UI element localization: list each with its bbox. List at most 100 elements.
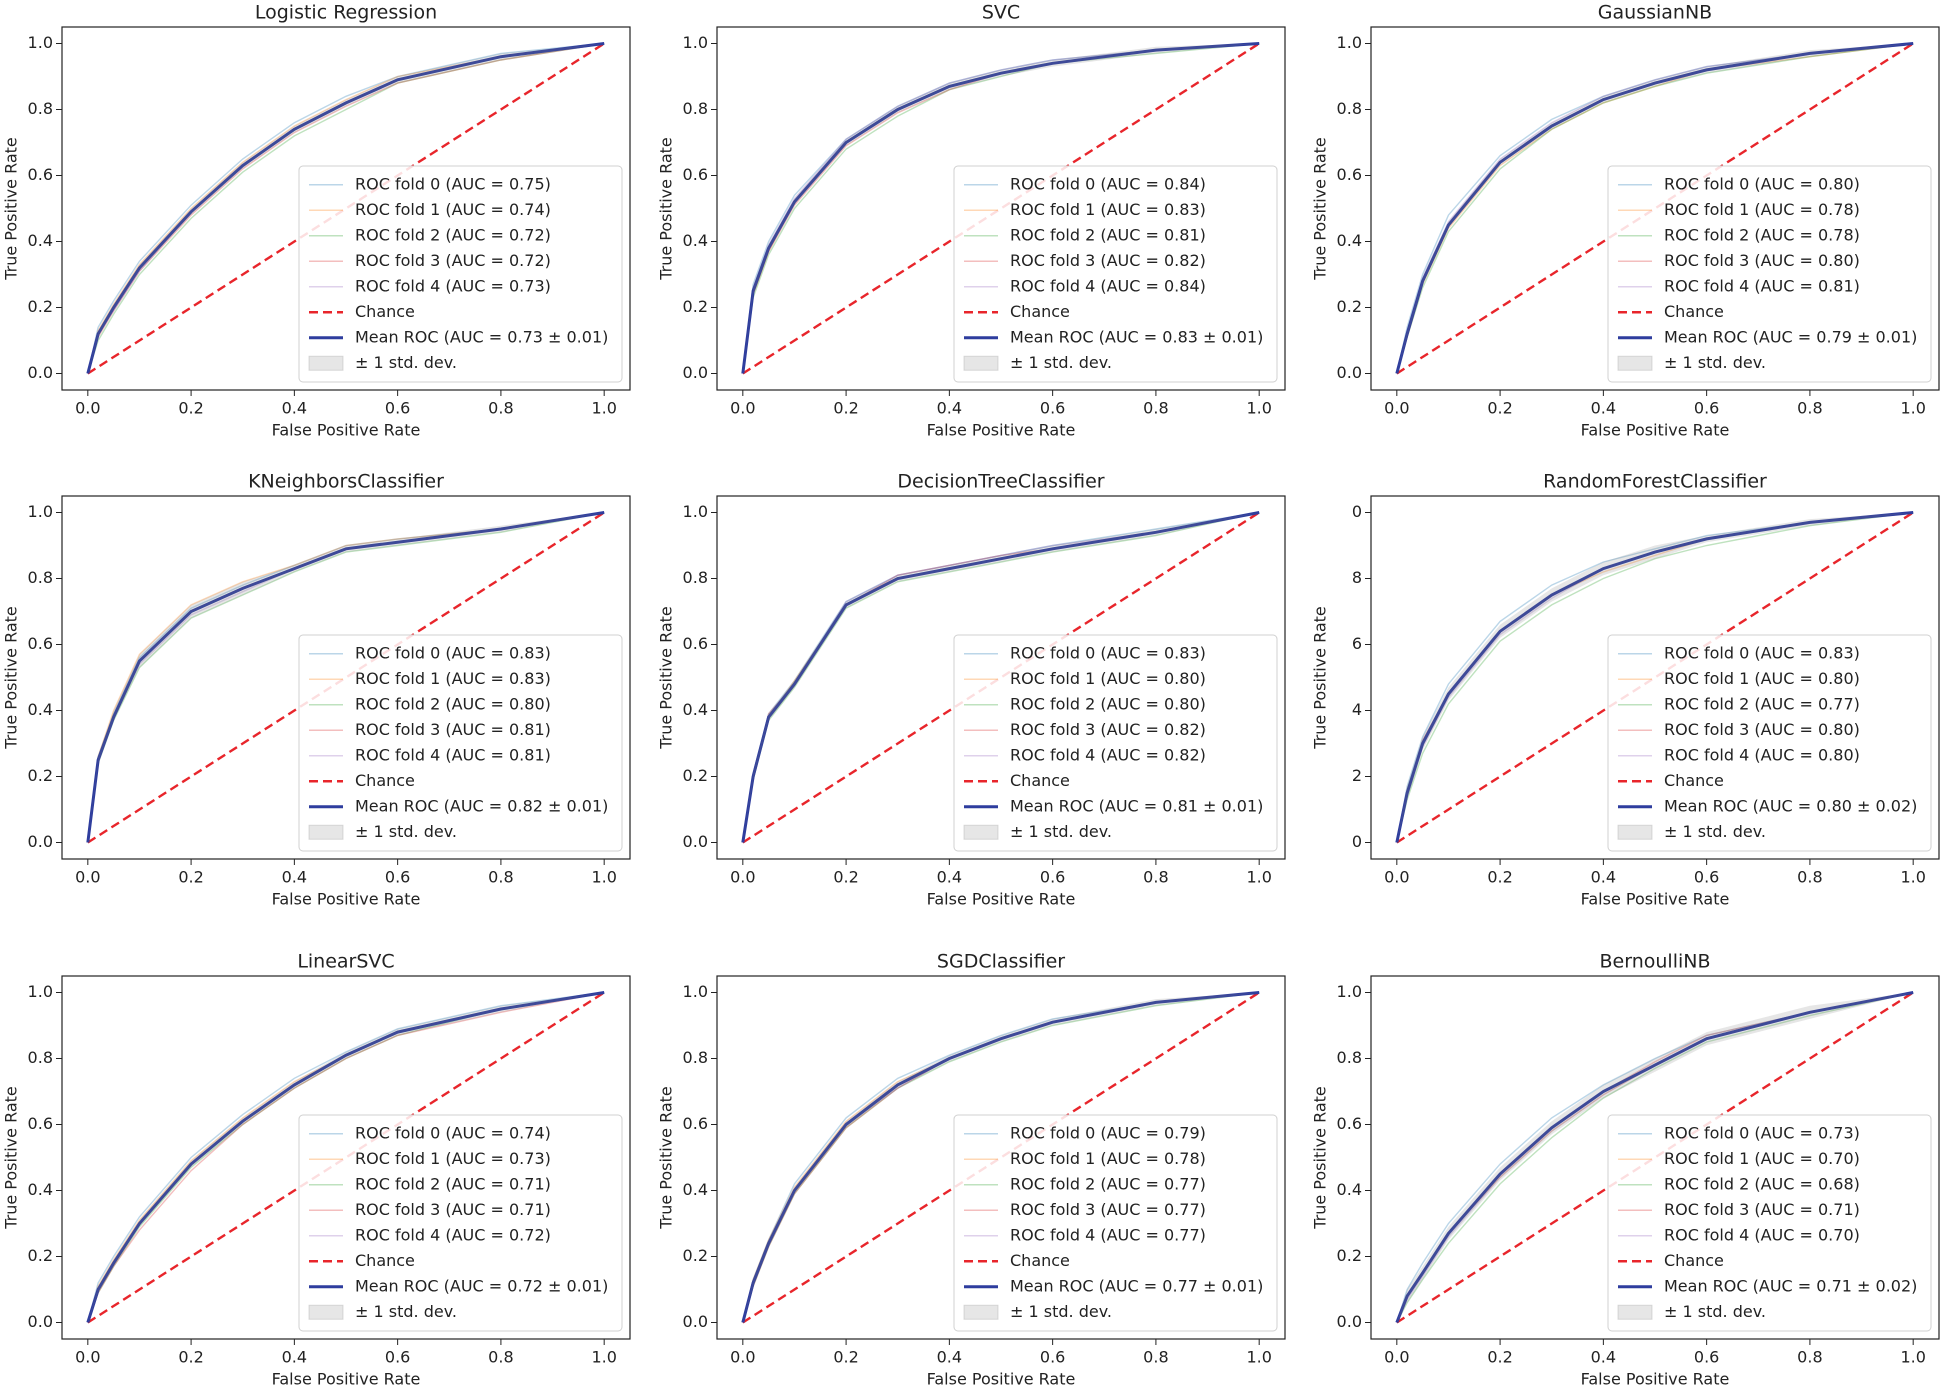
legend-swatch: [1617, 1304, 1653, 1320]
x-tick-label: 0.2: [1487, 1348, 1512, 1367]
y-tick-label: 1.0: [28, 982, 53, 1001]
x-tick-label: 0.2: [178, 399, 203, 418]
legend: ROC fold 0 (AUC = 0.83) ROC fold 1 (AUC =…: [953, 634, 1278, 852]
legend-label: Chance: [355, 771, 415, 790]
subplot: GaussianNB 0.0 0.2 0.4 0.6 0.8 1.0 0.0 0.2 0.4 0.6…: [1311, 2, 1940, 440]
legend: ROC fold 0 (AUC = 0.83) ROC fold 1 (AUC =…: [298, 634, 623, 852]
y-axis-label: True Positive Rate: [2, 606, 21, 750]
y-axis-label: True Positive Rate: [2, 1086, 21, 1230]
x-tick-label: 0.6: [385, 1348, 410, 1367]
x-tick-label: 0.4: [937, 399, 962, 418]
x-tick-label: 0.0: [1384, 868, 1409, 887]
legend-label: ROC fold 1 (AUC = 0.70): [1664, 1149, 1860, 1168]
legend-label: Mean ROC (AUC = 0.73 ± 0.01): [355, 327, 608, 346]
subplot: Logistic Regression 0.0 0.2 0.4 0.6 0.8 1.0 0.0…: [2, 2, 631, 440]
y-tick-label: 0.8: [1337, 1048, 1362, 1067]
x-tick-label: 1.0: [1900, 399, 1925, 418]
x-tick-label: 0.2: [833, 1348, 858, 1367]
y-tick-label: 1.0: [28, 502, 53, 521]
std-band: [742, 512, 1260, 843]
x-tick-label: 0.6: [1040, 868, 1065, 887]
legend-label: ROC fold 1 (AUC = 0.73): [355, 1149, 551, 1168]
legend-label: Mean ROC (AUC = 0.72 ± 0.01): [355, 1276, 608, 1295]
x-tick-label: 0.6: [1694, 868, 1719, 887]
y-tick-label: 0.6: [1337, 1114, 1362, 1133]
axes-frame: [716, 26, 1286, 391]
x-tick-label: 0.2: [833, 868, 858, 887]
y-tick-label: 0.2: [1337, 1246, 1362, 1265]
std-band: [87, 512, 605, 843]
legend-label: ROC fold 3 (AUC = 0.77): [1010, 1200, 1206, 1219]
x-axis-label: False Positive Rate: [927, 421, 1076, 440]
y-tick-label: 0.2: [683, 766, 708, 785]
x-tick-label: 0.0: [730, 868, 755, 887]
axes-frame: [61, 26, 631, 391]
y-axis-label: True Positive Rate: [1311, 1086, 1330, 1230]
x-tick-label: 0.0: [730, 399, 755, 418]
y-axis-label: True Positive Rate: [1311, 137, 1330, 281]
legend-label: Chance: [355, 302, 415, 321]
legend-label: ROC fold 4 (AUC = 0.82): [1010, 745, 1206, 764]
legend-label: ROC fold 3 (AUC = 0.82): [1010, 720, 1206, 739]
x-tick-label: 1.0: [591, 1348, 616, 1367]
x-tick-label: 0.0: [75, 868, 100, 887]
legend: ROC fold 0 (AUC = 0.73) ROC fold 1 (AUC =…: [1607, 1114, 1932, 1332]
subplot: SGDClassifier 0.0 0.2 0.4 0.6 0.8 1.0 0.0 0.2 0.4…: [657, 951, 1286, 1389]
y-tick-label: 0.8: [28, 568, 53, 587]
legend-label: ROC fold 3 (AUC = 0.81): [355, 720, 551, 739]
axes-frame: [1370, 975, 1940, 1340]
chart-title: LinearSVC: [297, 951, 394, 973]
legend-label: ROC fold 1 (AUC = 0.80): [1010, 669, 1206, 688]
axes-frame: [716, 975, 1286, 1340]
std-band: [87, 43, 605, 374]
roc-fold-line: [1396, 42, 1914, 374]
x-tick-label: 0.0: [1384, 399, 1409, 418]
legend-label: Mean ROC (AUC = 0.81 ± 0.01): [1010, 796, 1263, 815]
x-tick-label: 0.8: [1797, 399, 1822, 418]
legend-label: Mean ROC (AUC = 0.83 ± 0.01): [1010, 327, 1263, 346]
y-tick-label: 0.4: [28, 1180, 53, 1199]
chart-title: KNeighborsClassifier: [248, 471, 444, 493]
x-tick-label: 0.6: [385, 399, 410, 418]
legend-label: ROC fold 2 (AUC = 0.80): [1010, 694, 1206, 713]
legend-label: Chance: [1664, 302, 1724, 321]
legend-box: [953, 1114, 1278, 1332]
y-tick-label: 0: [1352, 832, 1362, 851]
legend-box: [953, 634, 1278, 852]
legend-label: ROC fold 3 (AUC = 0.71): [1664, 1200, 1860, 1219]
roc-fold-line: [1396, 991, 1914, 1323]
legend-box: [953, 165, 1278, 383]
x-axis-label: False Positive Rate: [1581, 890, 1730, 909]
legend: ROC fold 0 (AUC = 0.75) ROC fold 1 (AUC =…: [298, 165, 623, 383]
y-tick-label: 0: [1352, 502, 1362, 521]
y-axis-label: True Positive Rate: [1311, 606, 1330, 750]
x-tick-label: 1.0: [591, 399, 616, 418]
mean-roc-line: [741, 991, 1260, 1323]
y-axis-label: True Positive Rate: [657, 606, 676, 750]
chart-title: DecisionTreeClassifier: [897, 471, 1104, 493]
chart-title: GaussianNB: [1598, 2, 1712, 24]
y-tick-label: 1.0: [683, 502, 708, 521]
legend-label: ± 1 std. dev.: [355, 822, 457, 841]
legend-label: ROC fold 4 (AUC = 0.77): [1010, 1225, 1206, 1244]
x-tick-label: 0.8: [1797, 868, 1822, 887]
chance-line: [742, 991, 1260, 1324]
legend-label: ROC fold 3 (AUC = 0.72): [355, 251, 551, 270]
y-tick-label: 1.0: [1337, 33, 1362, 52]
y-tick-label: 0.4: [1337, 1180, 1362, 1199]
legend-swatch: [308, 355, 344, 371]
legend-label: ROC fold 2 (AUC = 0.77): [1664, 694, 1860, 713]
legend-label: ROC fold 4 (AUC = 0.84): [1010, 276, 1206, 295]
legend-label: ROC fold 0 (AUC = 0.74): [355, 1123, 551, 1142]
y-tick-label: 0.8: [683, 99, 708, 118]
y-tick-label: 0.0: [1337, 363, 1362, 382]
legend-label: ± 1 std. dev.: [1664, 822, 1766, 841]
x-tick-label: 0.2: [178, 1348, 203, 1367]
x-tick-label: 0.2: [1487, 868, 1512, 887]
legend-label: Chance: [1010, 1251, 1070, 1270]
y-axis-label: True Positive Rate: [657, 137, 676, 281]
y-tick-label: 0.0: [28, 363, 53, 382]
legend-label: ROC fold 4 (AUC = 0.80): [1664, 745, 1860, 764]
